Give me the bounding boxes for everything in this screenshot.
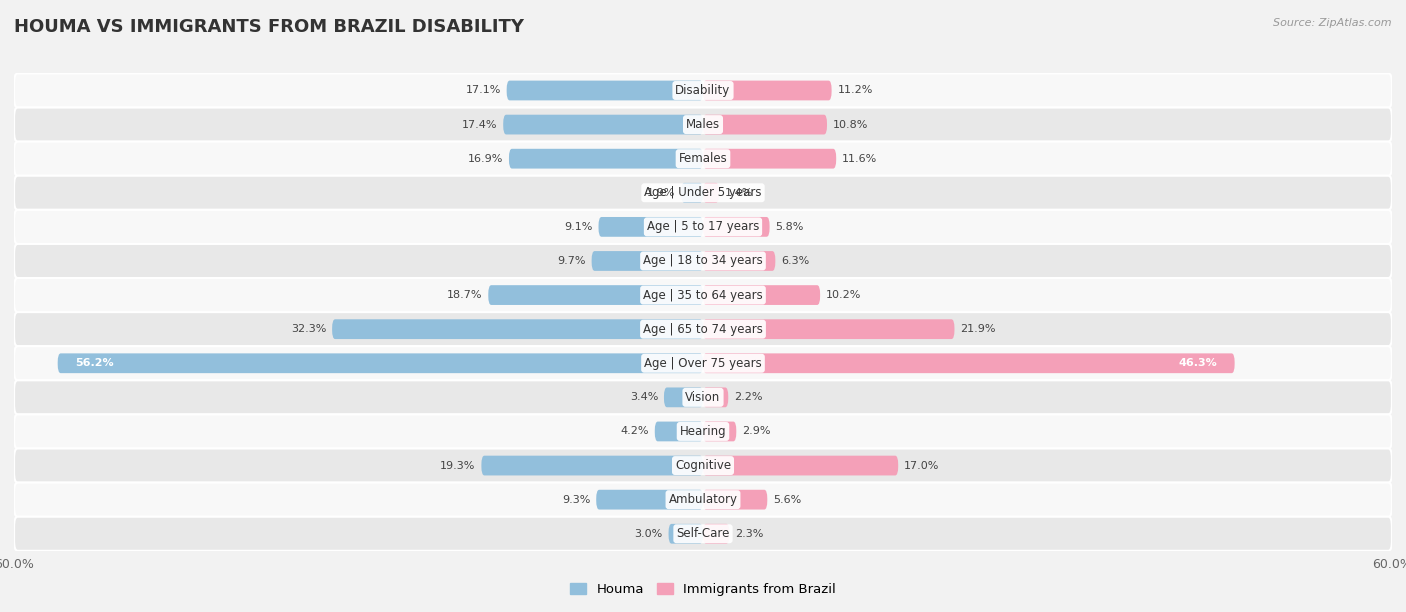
Text: Cognitive: Cognitive — [675, 459, 731, 472]
Text: 3.0%: 3.0% — [634, 529, 662, 539]
Text: Age | Under 5 years: Age | Under 5 years — [644, 186, 762, 200]
FancyBboxPatch shape — [14, 210, 1392, 244]
Text: 1.9%: 1.9% — [647, 188, 675, 198]
Text: 17.0%: 17.0% — [904, 461, 939, 471]
FancyBboxPatch shape — [703, 456, 898, 476]
Text: Age | 5 to 17 years: Age | 5 to 17 years — [647, 220, 759, 233]
FancyBboxPatch shape — [14, 176, 1392, 210]
Text: 5.8%: 5.8% — [775, 222, 804, 232]
Text: 2.3%: 2.3% — [735, 529, 763, 539]
FancyBboxPatch shape — [703, 524, 730, 543]
Text: 46.3%: 46.3% — [1178, 358, 1218, 368]
Text: 5.6%: 5.6% — [773, 494, 801, 505]
Text: Source: ZipAtlas.com: Source: ZipAtlas.com — [1274, 18, 1392, 28]
FancyBboxPatch shape — [703, 422, 737, 441]
FancyBboxPatch shape — [481, 456, 703, 476]
FancyBboxPatch shape — [703, 319, 955, 339]
Text: 10.8%: 10.8% — [832, 119, 868, 130]
FancyBboxPatch shape — [669, 524, 703, 543]
FancyBboxPatch shape — [14, 483, 1392, 517]
Text: Vision: Vision — [685, 391, 721, 404]
Text: 4.2%: 4.2% — [620, 427, 650, 436]
FancyBboxPatch shape — [703, 114, 827, 135]
Text: 9.1%: 9.1% — [564, 222, 593, 232]
FancyBboxPatch shape — [14, 449, 1392, 483]
Text: 21.9%: 21.9% — [960, 324, 995, 334]
Text: 10.2%: 10.2% — [825, 290, 862, 300]
Text: 19.3%: 19.3% — [440, 461, 475, 471]
Text: 32.3%: 32.3% — [291, 324, 326, 334]
FancyBboxPatch shape — [703, 285, 820, 305]
Text: 2.9%: 2.9% — [742, 427, 770, 436]
FancyBboxPatch shape — [506, 81, 703, 100]
Text: 17.4%: 17.4% — [463, 119, 498, 130]
FancyBboxPatch shape — [14, 141, 1392, 176]
FancyBboxPatch shape — [599, 217, 703, 237]
FancyBboxPatch shape — [703, 217, 769, 237]
Text: 16.9%: 16.9% — [468, 154, 503, 163]
Text: Age | Over 75 years: Age | Over 75 years — [644, 357, 762, 370]
FancyBboxPatch shape — [681, 183, 703, 203]
Text: 17.1%: 17.1% — [465, 86, 501, 95]
FancyBboxPatch shape — [592, 251, 703, 271]
FancyBboxPatch shape — [664, 387, 703, 407]
FancyBboxPatch shape — [703, 353, 1234, 373]
FancyBboxPatch shape — [14, 73, 1392, 108]
FancyBboxPatch shape — [14, 108, 1392, 141]
FancyBboxPatch shape — [703, 183, 718, 203]
FancyBboxPatch shape — [655, 422, 703, 441]
Text: 9.7%: 9.7% — [557, 256, 586, 266]
Text: Females: Females — [679, 152, 727, 165]
Text: 11.2%: 11.2% — [838, 86, 873, 95]
FancyBboxPatch shape — [14, 414, 1392, 449]
FancyBboxPatch shape — [488, 285, 703, 305]
Text: Self-Care: Self-Care — [676, 528, 730, 540]
Text: Age | 65 to 74 years: Age | 65 to 74 years — [643, 323, 763, 335]
FancyBboxPatch shape — [14, 278, 1392, 312]
FancyBboxPatch shape — [14, 346, 1392, 380]
FancyBboxPatch shape — [14, 312, 1392, 346]
FancyBboxPatch shape — [703, 490, 768, 510]
Text: Age | 18 to 34 years: Age | 18 to 34 years — [643, 255, 763, 267]
Text: 11.6%: 11.6% — [842, 154, 877, 163]
Legend: Houma, Immigrants from Brazil: Houma, Immigrants from Brazil — [565, 578, 841, 602]
FancyBboxPatch shape — [14, 380, 1392, 414]
Text: HOUMA VS IMMIGRANTS FROM BRAZIL DISABILITY: HOUMA VS IMMIGRANTS FROM BRAZIL DISABILI… — [14, 18, 524, 36]
Text: Hearing: Hearing — [679, 425, 727, 438]
Text: Males: Males — [686, 118, 720, 131]
FancyBboxPatch shape — [58, 353, 703, 373]
FancyBboxPatch shape — [703, 251, 775, 271]
FancyBboxPatch shape — [503, 114, 703, 135]
Text: 2.2%: 2.2% — [734, 392, 762, 402]
Text: Disability: Disability — [675, 84, 731, 97]
Text: 9.3%: 9.3% — [562, 494, 591, 505]
Text: 1.4%: 1.4% — [725, 188, 754, 198]
FancyBboxPatch shape — [703, 387, 728, 407]
Text: Age | 35 to 64 years: Age | 35 to 64 years — [643, 289, 763, 302]
Text: Ambulatory: Ambulatory — [668, 493, 738, 506]
FancyBboxPatch shape — [596, 490, 703, 510]
Text: 6.3%: 6.3% — [782, 256, 810, 266]
FancyBboxPatch shape — [332, 319, 703, 339]
FancyBboxPatch shape — [14, 517, 1392, 551]
Text: 3.4%: 3.4% — [630, 392, 658, 402]
FancyBboxPatch shape — [703, 149, 837, 168]
Text: 18.7%: 18.7% — [447, 290, 482, 300]
FancyBboxPatch shape — [14, 244, 1392, 278]
FancyBboxPatch shape — [703, 81, 831, 100]
Text: 56.2%: 56.2% — [75, 358, 114, 368]
FancyBboxPatch shape — [509, 149, 703, 168]
